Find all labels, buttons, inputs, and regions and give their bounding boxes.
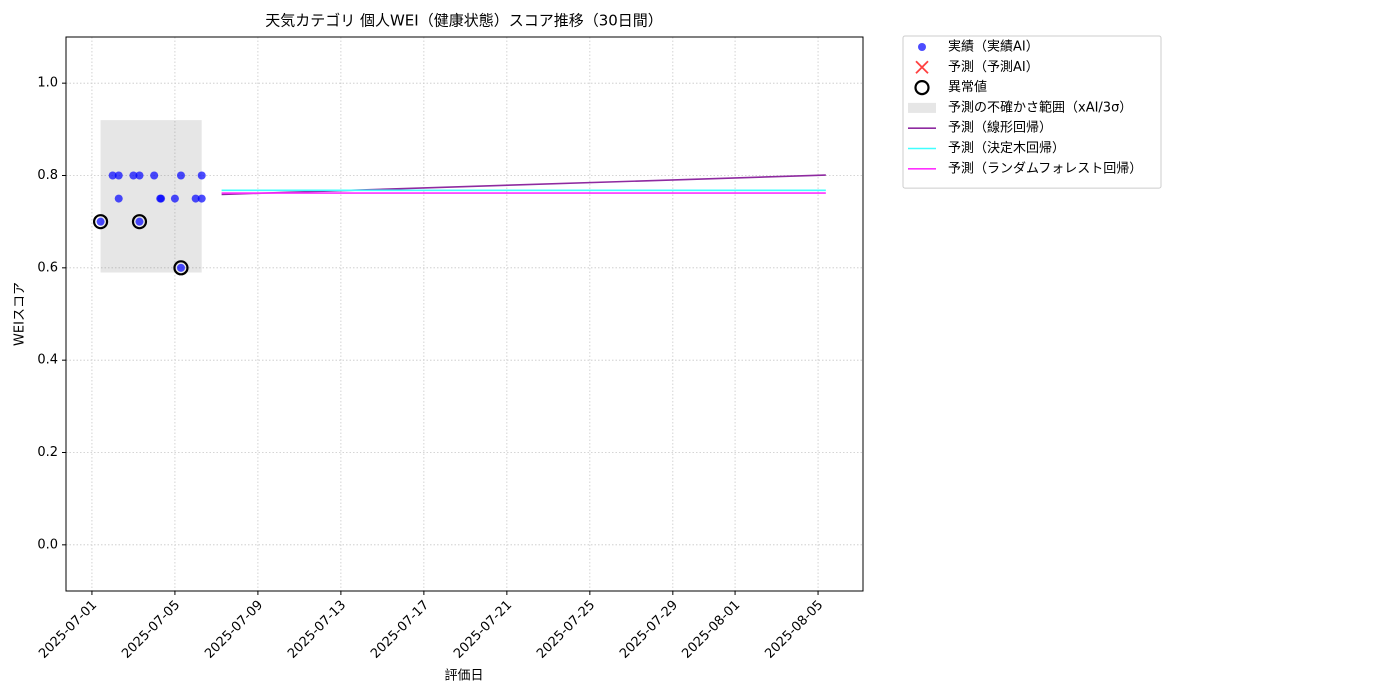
data-point: [114, 194, 123, 203]
uncertainty-band: [100, 120, 202, 273]
y-tick-label: 0.6: [37, 260, 58, 275]
y-tick-label: 0.2: [37, 445, 58, 460]
anomaly-point: [131, 214, 148, 230]
legend-label: 予測の不確かさ範囲（xAI/3σ）: [948, 99, 1132, 115]
data-point: [176, 263, 185, 272]
x-tick-label: 2025-07-01: [36, 598, 100, 662]
data-point: [108, 171, 117, 180]
chart-title: 天気カテゴリ 個人WEI（健康状態）スコア推移（30日間）: [265, 12, 663, 30]
legend-label: 予測（決定木回帰）: [948, 140, 1065, 156]
legend-marker: [914, 79, 930, 96]
anomaly-point: [92, 214, 109, 230]
x-tick-label: 2025-08-01: [679, 598, 743, 662]
x-tick-label: 2025-07-17: [368, 598, 432, 662]
legend-label: 予測（予測AI）: [948, 60, 1039, 75]
data-point: [157, 194, 166, 203]
y-tick-label: 1.0: [37, 76, 58, 91]
legend-marker: [918, 43, 926, 51]
x-tick-label: 2025-07-05: [119, 598, 183, 662]
data-point: [197, 194, 206, 203]
legend-label: 予測（線形回帰）: [948, 120, 1052, 136]
legend-marker: [908, 102, 936, 113]
y-tick-label: 0.0: [37, 537, 58, 552]
forecast-line: [221, 174, 826, 196]
y-tick-label: 0.4: [37, 353, 58, 368]
x-tick-label: 2025-07-09: [202, 598, 266, 662]
data-point: [170, 194, 179, 203]
legend-marker: [915, 60, 929, 74]
y-axis-label: WEIスコア: [13, 282, 28, 346]
data-point: [129, 171, 138, 180]
data-point: [150, 171, 159, 180]
data-point: [176, 171, 185, 180]
x-tick-label: 2025-07-25: [534, 598, 598, 662]
data-point: [191, 194, 200, 203]
x-tick-label: 2025-07-29: [617, 598, 681, 662]
data-point: [96, 217, 105, 226]
data-point: [197, 171, 206, 180]
data-point: [135, 217, 144, 226]
legend-label: 実績（実績AI）: [948, 39, 1039, 55]
y-tick-label: 0.8: [37, 168, 58, 183]
data-point: [114, 171, 123, 180]
x-tick-label: 2025-07-13: [285, 598, 349, 662]
anomaly-point: [173, 260, 189, 276]
plot-frame: [65, 36, 864, 592]
data-point: [135, 171, 144, 180]
x-tick-label: 2025-08-05: [762, 598, 826, 662]
legend-box: [902, 35, 1162, 189]
x-tick-label: 2025-07-21: [451, 598, 515, 662]
x-axis-label: 評価日: [444, 669, 483, 684]
legend-label: 異常値: [948, 79, 987, 95]
legend-label: 予測（ランダムフォレスト回帰）: [948, 160, 1142, 176]
